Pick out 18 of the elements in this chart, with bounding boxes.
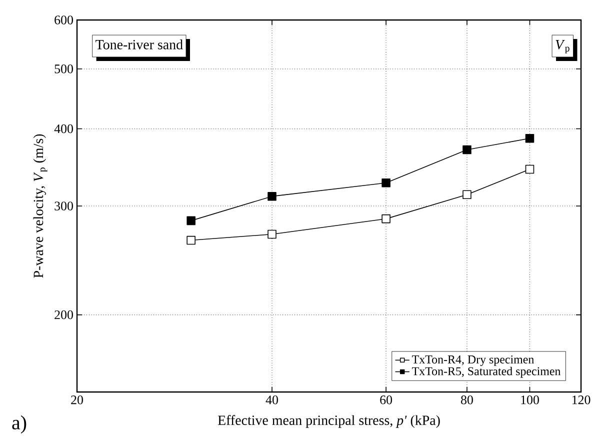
y-tick-label: 600: [54, 16, 73, 24]
y-axis-title: P-wave velocity, V$_{p}$ (m/s): [33, 134, 48, 278]
y-tick-label: 200: [54, 310, 73, 320]
x-tick-label: 80: [461, 396, 473, 404]
annotation: V$_{p}$: [556, 40, 570, 54]
x-tick-label: 60: [380, 396, 392, 404]
legend-label: TxTon-R5, Saturated specimen: [412, 366, 561, 378]
legend-label: TxTon-R4, Dry specimen: [412, 355, 534, 366]
x-tick-label: 120: [572, 396, 590, 404]
x-axis-title: Effective mean principal stress, p' (kPa): [218, 415, 440, 428]
x-tick-label: 20: [71, 396, 83, 404]
x-tick-label: 100: [521, 396, 539, 404]
text: a): [12, 415, 26, 434]
y-tick-label: 400: [54, 124, 73, 134]
y-tick-label: 500: [54, 64, 73, 74]
y-tick-label: 300: [54, 202, 73, 210]
x-tick-label: 40: [266, 396, 278, 404]
annotation: Tone-river sand: [96, 40, 183, 50]
